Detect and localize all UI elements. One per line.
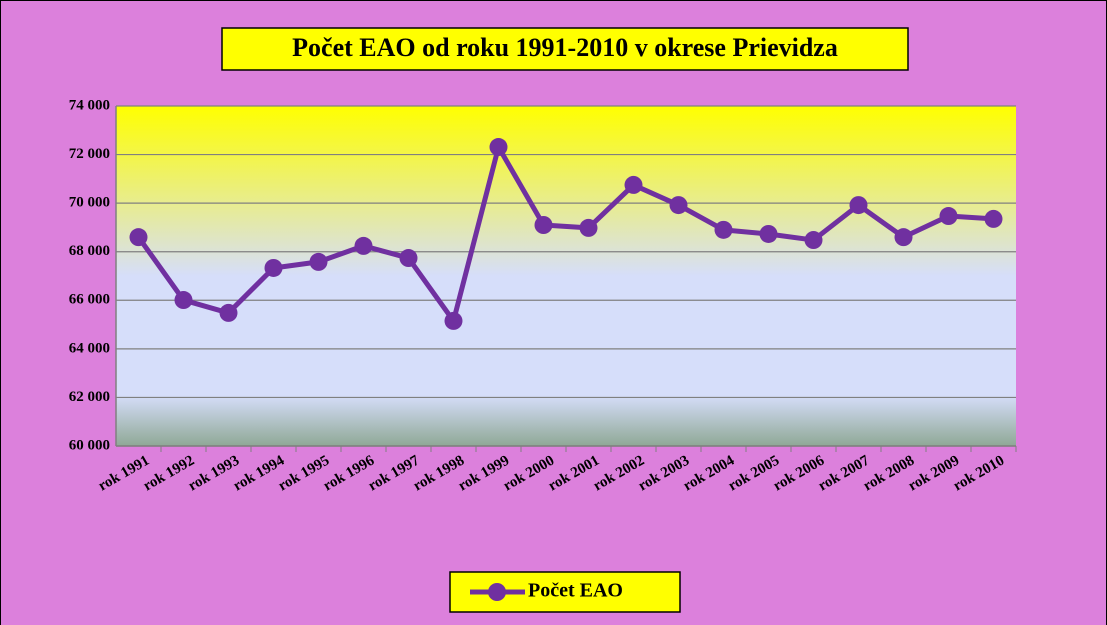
legend-label: Počet EAO [528, 580, 623, 602]
data-point [804, 231, 823, 250]
data-point [984, 209, 1003, 228]
x-tick-label: rok 1995 [276, 453, 332, 495]
y-tick-label: 74 000 [69, 97, 110, 113]
data-point [354, 236, 373, 255]
y-tick-label: 64 000 [69, 340, 110, 356]
x-tick-label: rok 2009 [906, 453, 962, 495]
x-tick-label: rok 1992 [141, 453, 197, 495]
title-box [221, 27, 909, 71]
x-tick-label: rok 2005 [726, 453, 782, 495]
data-point [219, 303, 238, 322]
y-tick-label: 66 000 [69, 292, 110, 308]
x-tick-label: rok 1993 [186, 453, 242, 495]
x-tick-label: rok 2010 [951, 453, 1007, 495]
data-point [534, 216, 553, 234]
chart-title: Počet EAO od roku 1991-2010 v okrese Pri… [292, 33, 838, 62]
data-point [174, 291, 193, 310]
y-tick-label: 70 000 [69, 195, 110, 211]
data-point [444, 311, 463, 330]
x-tick-label: rok 2000 [501, 453, 557, 495]
x-tick-label: rok 2003 [636, 453, 692, 495]
data-point [894, 228, 913, 247]
data-point [759, 224, 778, 243]
x-tick-label: rok 1999 [456, 453, 512, 495]
data-point [309, 252, 328, 271]
y-tick-label: 62 000 [69, 389, 110, 405]
data-point [849, 196, 868, 215]
data-point [714, 220, 733, 239]
y-tick-label: 60 000 [69, 437, 110, 453]
x-tick-label: rok 2008 [861, 453, 917, 495]
data-point [669, 196, 688, 215]
x-tick-label: rok 1991 [96, 453, 152, 495]
data-point [489, 138, 508, 157]
x-tick-label: rok 1998 [411, 453, 467, 495]
x-tick-label: rok 2002 [591, 453, 647, 495]
y-tick-label: 72 000 [69, 146, 110, 162]
data-point [399, 249, 418, 268]
data-point [624, 175, 643, 194]
x-tick-label: rok 2001 [546, 453, 602, 495]
data-point [264, 258, 283, 277]
data-point [129, 228, 148, 247]
data-point [939, 207, 958, 226]
data-point [579, 218, 598, 237]
plot-area [116, 106, 1016, 446]
legend-marker [488, 583, 506, 601]
y-tick-label: 68 000 [69, 243, 110, 259]
